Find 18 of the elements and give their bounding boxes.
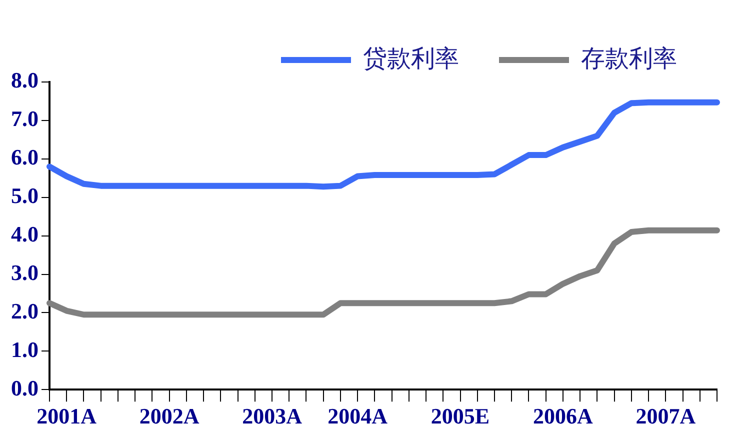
- y-tick-label: 2.0: [11, 298, 38, 324]
- x-tick-label: 2001A: [36, 403, 97, 428]
- y-tick-label: 8.0: [11, 68, 38, 93]
- x-tick-label: 2004A: [328, 403, 388, 428]
- x-tick-label: 2002A: [139, 403, 200, 428]
- y-tick-label: 6.0: [11, 144, 38, 170]
- x-tick-label: 2006A: [533, 403, 594, 428]
- legend-label: 贷款利率: [363, 45, 459, 72]
- y-tick-label: 7.0: [11, 106, 38, 132]
- legend-label: 存款利率: [581, 45, 677, 72]
- y-tick-label: 4.0: [11, 221, 38, 246]
- y-tick-label: 0.0: [11, 375, 38, 400]
- y-tick-label: 5.0: [11, 183, 38, 208]
- y-tick-label: 1.0: [11, 336, 38, 362]
- x-tick-label: 2007A: [636, 403, 696, 428]
- x-tick-label: 2003A: [242, 403, 302, 428]
- x-tick-label: 2005E: [430, 403, 490, 428]
- y-tick-label: 3.0: [11, 260, 38, 285]
